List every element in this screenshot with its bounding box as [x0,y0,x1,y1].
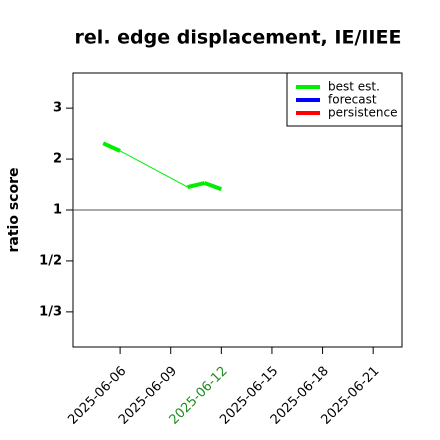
chart-title: rel. edge displacement, IE/IIEE [75,27,402,49]
y-tick-label: 2 [53,152,62,167]
y-tick-label: 1/2 [39,253,62,268]
legend-label: best est. [328,80,380,94]
y-axis-label: ratio score [6,168,22,253]
series-segment [102,141,121,153]
legend-label: persistence [328,106,397,120]
legend-label: forecast [328,93,377,107]
y-tick-label: 1/3 [39,304,62,319]
series-segment [203,181,223,191]
y-tick-label: 3 [53,101,62,116]
series-segment [187,181,205,190]
y-tick-label: 1 [53,202,62,217]
